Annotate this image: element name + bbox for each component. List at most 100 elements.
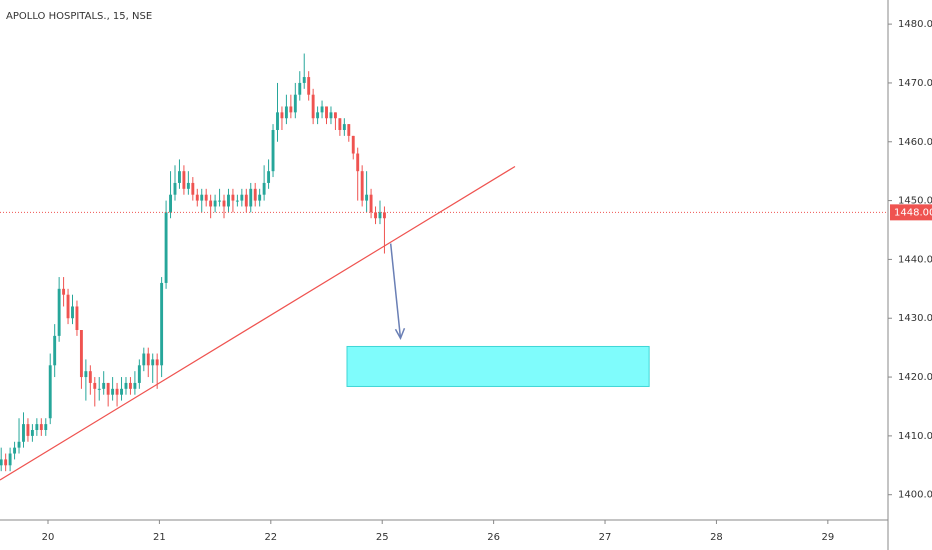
candle-body xyxy=(169,194,172,213)
candle-body xyxy=(338,118,342,130)
candle-body xyxy=(102,382,106,389)
candle-body xyxy=(298,82,302,95)
candle-body xyxy=(93,382,97,389)
candle-body xyxy=(142,353,146,366)
y-tick-label: 1410.00 xyxy=(898,431,932,442)
candle-body xyxy=(222,200,226,207)
candle-body xyxy=(378,212,382,219)
candle-body xyxy=(79,330,83,378)
candle-body xyxy=(146,353,150,366)
candle-body xyxy=(249,188,253,207)
chart-title: APOLLO HOSPITALS., 15, NSE xyxy=(6,11,152,22)
candle-body xyxy=(302,77,306,83)
candle-body xyxy=(333,112,337,119)
candle-body xyxy=(204,194,208,201)
candle-body xyxy=(240,194,244,201)
target-box xyxy=(346,345,650,387)
candle-body xyxy=(71,306,74,319)
candle-body xyxy=(280,112,284,119)
candle-body xyxy=(235,200,239,202)
candle-body xyxy=(186,182,190,189)
candle-body xyxy=(120,388,123,395)
candle-body xyxy=(22,424,25,442)
candle-body xyxy=(30,430,34,436)
candle-body xyxy=(209,200,213,207)
x-tick-label: 29 xyxy=(821,532,834,543)
candle-body xyxy=(200,194,204,201)
candle-body xyxy=(293,94,297,113)
last-price-label: 1448.00 xyxy=(894,207,932,218)
candle-body xyxy=(351,135,355,154)
trendline xyxy=(0,165,516,481)
last-price-box xyxy=(890,204,932,221)
candle-body xyxy=(262,182,266,195)
candle-body xyxy=(267,171,271,183)
candle-body xyxy=(151,359,155,366)
candle-body xyxy=(382,212,386,219)
y-tick-label: 1480.00 xyxy=(898,19,932,30)
candle-body xyxy=(164,212,168,283)
candle-body xyxy=(316,112,320,119)
y-tick-label: 1460.00 xyxy=(898,137,932,148)
y-tick-label: 1440.00 xyxy=(898,254,932,265)
x-tick-label: 26 xyxy=(487,532,500,543)
candle-body xyxy=(178,171,181,183)
candle-body xyxy=(62,288,66,295)
candle-body xyxy=(307,77,311,95)
x-tick-label: 28 xyxy=(710,532,723,543)
candle-body xyxy=(115,388,119,395)
candle-body xyxy=(244,194,248,207)
y-tick-label: 1420.00 xyxy=(898,372,932,383)
candle-body xyxy=(97,388,101,390)
candle-body xyxy=(160,282,164,366)
candle-body xyxy=(284,106,288,119)
candle-body xyxy=(57,288,61,336)
x-tick-label: 22 xyxy=(264,532,277,543)
candle-body xyxy=(26,424,30,436)
candle-body xyxy=(342,124,346,130)
candle-body xyxy=(276,112,279,130)
candle-body xyxy=(128,382,132,389)
candle-body xyxy=(155,359,159,366)
candle-body xyxy=(124,382,128,389)
candle-body xyxy=(356,153,360,172)
y-tick-label: 1430.00 xyxy=(898,313,932,324)
candle-body xyxy=(0,459,3,466)
candle-body xyxy=(88,371,92,383)
candle-body xyxy=(66,294,70,319)
x-tick-label: 20 xyxy=(42,532,55,543)
candle-body xyxy=(195,194,199,201)
candle-body xyxy=(75,306,79,330)
candle-body xyxy=(218,200,222,202)
x-tick-label: 25 xyxy=(376,532,389,543)
candle-body xyxy=(4,459,8,466)
x-tick-label: 27 xyxy=(599,532,612,543)
candle-body xyxy=(365,194,369,201)
candle-body xyxy=(329,112,333,119)
candle-body xyxy=(213,200,217,207)
candle-body xyxy=(347,124,351,136)
candle-body xyxy=(271,130,275,172)
candle-body xyxy=(44,424,48,430)
candle-body xyxy=(48,365,52,419)
candle-body xyxy=(173,182,177,195)
candle-body xyxy=(258,194,262,201)
candle-body xyxy=(325,106,328,119)
y-tick-label: 1450.00 xyxy=(898,196,932,207)
candle-body xyxy=(84,371,88,378)
candle-body xyxy=(35,424,39,430)
candle-body xyxy=(231,194,235,201)
y-tick-label: 1400.00 xyxy=(898,490,932,501)
candle-body xyxy=(17,441,21,448)
candle-body xyxy=(311,94,315,119)
candle-body xyxy=(191,182,195,195)
candle-body xyxy=(111,388,115,395)
candle-body xyxy=(289,106,293,113)
candle-body xyxy=(320,106,324,113)
candle-body xyxy=(227,194,230,207)
candle-body xyxy=(253,188,257,201)
arrow xyxy=(389,243,402,339)
candle-body xyxy=(182,171,186,189)
candle-body xyxy=(360,171,364,201)
